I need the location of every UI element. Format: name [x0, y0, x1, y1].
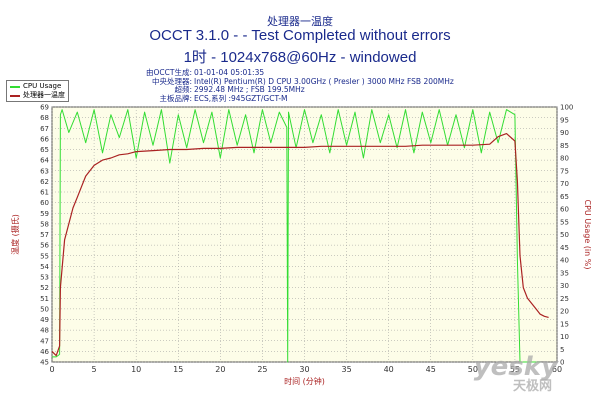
cpu-label: 中央处理器: — [151, 76, 192, 86]
y-right-tick-label: 40 — [560, 257, 569, 265]
y-left-tick-label: 66 — [40, 135, 49, 143]
y-right-tick-label: 65 — [560, 193, 569, 201]
y-right-tick-label: 35 — [560, 269, 569, 277]
chart-title: OCCT 3.1.0 - - Test Completed without er… — [149, 27, 451, 44]
x-tick-label: 55 — [510, 365, 520, 374]
mb-row: 主板品牌: ECS,系列 :945GZT/GCT-M — [140, 93, 454, 104]
y-left-tick-label: 49 — [40, 316, 49, 324]
y-left-tick-label: 48 — [40, 327, 49, 335]
y-left-tick-label: 69 — [40, 104, 49, 112]
legend-item-temperature: 处理器一温度 — [10, 91, 65, 100]
y-right-tick-label: 90 — [560, 129, 569, 137]
y-right-tick-label: 75 — [560, 167, 569, 175]
y-left-tick-label: 45 — [40, 359, 49, 367]
y-left-tick-label: 61 — [40, 189, 49, 197]
y-left-tick-label: 60 — [40, 199, 49, 207]
y-right-tick-label: 55 — [560, 218, 569, 226]
legend-label-temperature: 处理器一温度 — [23, 91, 65, 99]
legend-swatch-cpu-usage — [10, 85, 20, 88]
x-tick-label: 20 — [215, 365, 225, 374]
x-tick-label: 25 — [257, 365, 267, 374]
y-left-tick-label: 51 — [40, 295, 49, 303]
generated-label: 由OCCT生成: — [146, 68, 192, 77]
legend-label-cpu-usage: CPU Usage — [23, 82, 62, 90]
y-right-tick-label: 60 — [560, 206, 569, 214]
x-tick-label: 5 — [92, 365, 97, 374]
x-tick-label: 0 — [49, 365, 54, 374]
series-line-cpu-usage — [52, 109, 541, 363]
y-right-tick-label: 50 — [560, 231, 569, 239]
y-left-tick-label: 53 — [40, 274, 49, 282]
y-left-tick-label: 55 — [40, 252, 49, 260]
x-tick-label: 50 — [468, 365, 478, 374]
y-right-tick-label: 95 — [560, 116, 569, 124]
x-tick-label: 15 — [173, 365, 183, 374]
y-left-tick-label: 63 — [40, 167, 49, 175]
y-right-tick-label: 20 — [560, 308, 569, 316]
y-right-tick-label: 100 — [560, 104, 573, 112]
x-tick-label: 10 — [131, 365, 141, 374]
generated-row: 由OCCT生成: 01-01-04 05:01:35 — [140, 68, 454, 78]
mb-value: ECS,系列 :945GZT/GCT-M — [194, 93, 288, 103]
mb-label: 主板品牌: — [159, 93, 192, 103]
y-right-axis-title: CPU Usage (in %) — [583, 200, 592, 270]
watermark-brand: yesky — [473, 352, 558, 382]
system-info-block: 由OCCT生成: 01-01-04 05:01:35 中央处理器: Intel(R)… — [140, 68, 454, 104]
legend-item-cpu-usage: CPU Usage — [10, 82, 65, 91]
y-left-tick-label: 50 — [40, 305, 49, 313]
legend-swatch-temperature — [10, 94, 20, 97]
y-right-tick-label: 80 — [560, 155, 569, 163]
y-left-tick-label: 59 — [40, 210, 49, 218]
oc-label: 超频: — [174, 85, 192, 95]
y-left-tick-label: 54 — [40, 263, 49, 271]
x-axis-title: 时间 (分钟) — [284, 376, 325, 386]
y-left-tick-label: 57 — [40, 231, 49, 239]
y-right-tick-label: 30 — [560, 282, 569, 290]
y-left-tick-label: 47 — [40, 337, 49, 345]
x-tick-label: 40 — [384, 365, 394, 374]
y-right-tick-label: 85 — [560, 142, 569, 150]
y-right-tick-label: 10 — [560, 333, 569, 341]
chart-resolution: 1时 - 1024x768@60Hz - windowed — [183, 49, 417, 66]
y-left-tick-label: 52 — [40, 284, 49, 292]
generated-value: 01-01-04 05:01:35 — [194, 68, 265, 77]
y-right-tick-label: 15 — [560, 320, 569, 328]
y-left-tick-label: 67 — [40, 125, 49, 133]
y-left-tick-label: 46 — [40, 348, 49, 356]
chart-legend: CPU Usage 处理器一温度 — [6, 80, 69, 102]
oc-value: 2992.48 MHz ; FSB 199.5MHz — [194, 85, 305, 95]
x-tick-label: 60 — [552, 365, 562, 374]
y-right-tick-label: 25 — [560, 295, 569, 303]
cpu-row: 中央处理器: Intel(R) Pentium(R) D CPU 3.00GHz … — [140, 76, 454, 87]
y-left-tick-label: 68 — [40, 114, 49, 122]
oc-row: 超频: 2992.48 MHz ; FSB 199.5MHz — [140, 85, 454, 95]
y-left-tick-label: 62 — [40, 178, 49, 186]
x-tick-label: 30 — [299, 365, 309, 374]
series-line-temperature — [51, 133, 549, 357]
y-left-tick-label: 58 — [40, 220, 49, 228]
y-right-tick-label: 70 — [560, 180, 569, 188]
y-left-axis-title: 温度 (摄氏) — [10, 214, 20, 255]
y-left-tick-label: 56 — [40, 242, 49, 250]
y-right-tick-label: 0 — [560, 359, 564, 367]
y-left-tick-label: 65 — [40, 146, 49, 154]
chart-subtitle: 处理器一温度 — [267, 15, 333, 28]
x-tick-label: 35 — [341, 365, 351, 374]
y-left-tick-label: 64 — [40, 157, 49, 165]
y-right-tick-label: 5 — [560, 346, 564, 354]
x-tick-label: 45 — [426, 365, 436, 374]
watermark-cn: 天极网 — [512, 379, 552, 394]
y-right-tick-label: 45 — [560, 244, 569, 252]
cpu-value: Intel(R) Pentium(R) D CPU 3.00GHz ( Pres… — [194, 76, 454, 86]
